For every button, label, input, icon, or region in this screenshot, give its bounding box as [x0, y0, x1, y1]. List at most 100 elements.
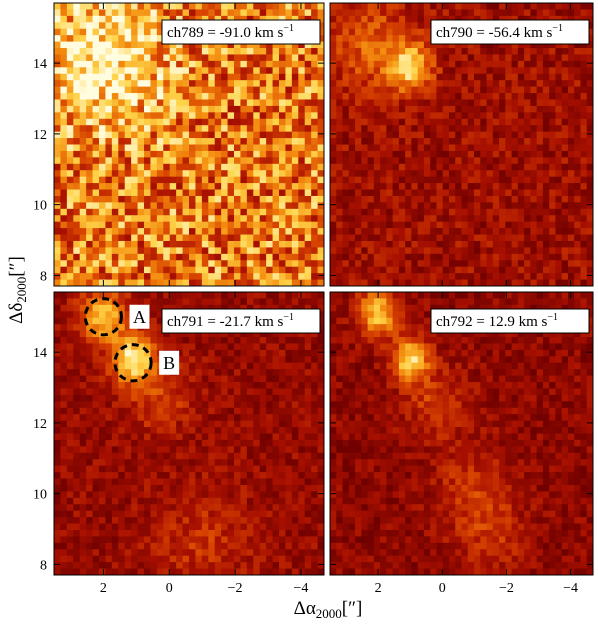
heatmap-cell	[66, 99, 74, 107]
heatmap-cell	[298, 73, 306, 81]
heatmap-cell	[417, 189, 425, 197]
heatmap-cell	[455, 266, 463, 274]
heatmap-cell	[195, 260, 203, 268]
heatmap-cell	[131, 253, 139, 261]
heatmap-cell	[240, 93, 248, 101]
heatmap-cell	[561, 73, 569, 81]
heatmap-cell	[511, 15, 519, 23]
heatmap-cell	[253, 118, 261, 126]
heatmap-cell	[311, 144, 319, 152]
heatmap-cell	[201, 260, 209, 268]
heatmap-cell	[176, 208, 184, 216]
heatmap-cell	[137, 362, 145, 370]
heatmap-cell	[182, 401, 190, 409]
heatmap-cell	[234, 260, 242, 268]
heatmap-cell	[392, 60, 400, 68]
heatmap-cell	[60, 195, 68, 203]
heatmap-cell	[304, 240, 312, 249]
heatmap-cell	[285, 138, 293, 146]
heatmap-cell	[330, 234, 337, 242]
heatmap-cell	[285, 273, 293, 281]
heatmap-cell	[144, 407, 152, 415]
heatmap-cell	[272, 157, 280, 165]
heatmap-cell	[92, 105, 100, 113]
heatmap-cell	[66, 452, 74, 460]
heatmap-cell	[54, 273, 62, 281]
heatmap-cell	[259, 247, 267, 255]
heatmap-cell	[163, 427, 171, 435]
heatmap-cell	[266, 228, 274, 236]
heatmap-cell	[182, 356, 190, 364]
heatmap-cell	[291, 427, 299, 435]
heatmap-cell	[405, 253, 412, 261]
heatmap-cell	[405, 221, 412, 229]
heatmap-cell	[156, 465, 164, 473]
heatmap-cell	[137, 253, 145, 261]
heatmap-cell	[234, 394, 242, 402]
heatmap-cell	[474, 260, 481, 268]
heatmap-cell	[246, 394, 254, 402]
heatmap-cell	[99, 452, 107, 460]
heatmap-cell	[195, 362, 203, 370]
heatmap-cell	[189, 67, 197, 75]
heatmap-cell	[259, 105, 267, 113]
heatmap-cell	[380, 260, 387, 268]
heatmap-cell	[317, 208, 324, 216]
heatmap-cell	[259, 472, 267, 480]
heatmap-cell	[336, 118, 344, 126]
heatmap-cell	[234, 41, 242, 49]
heatmap-cell	[111, 388, 119, 396]
heatmap-cell	[342, 189, 350, 197]
heatmap-cell	[448, 260, 456, 268]
heatmap-cell	[163, 163, 171, 171]
heatmap-cell	[467, 93, 475, 101]
heatmap-cell	[79, 279, 87, 286]
heatmap-cell	[279, 163, 287, 171]
heatmap-cell	[111, 208, 119, 216]
heatmap-cell	[567, 221, 575, 229]
heatmap-cell	[259, 208, 267, 216]
heatmap-cell	[201, 15, 209, 23]
heatmap-cell	[574, 54, 582, 62]
heatmap-cell	[86, 208, 94, 216]
heatmap-cell	[361, 54, 369, 62]
heatmap-cell	[474, 60, 481, 68]
heatmap-cell	[137, 99, 145, 107]
heatmap-cell	[517, 67, 525, 75]
heatmap-cell	[317, 202, 324, 210]
heatmap-cell	[144, 9, 152, 17]
heatmap-cell	[442, 41, 450, 49]
heatmap-cell	[380, 35, 387, 43]
heatmap-cell	[517, 144, 525, 152]
heatmap-cell	[156, 292, 164, 300]
heatmap-cell	[221, 247, 229, 255]
heatmap-cell	[492, 215, 500, 223]
heatmap-cell	[423, 260, 431, 268]
heatmap-cell	[279, 273, 287, 281]
heatmap-cell	[417, 150, 425, 158]
heatmap-cell	[279, 99, 287, 107]
heatmap-cell	[580, 202, 588, 210]
heatmap-cell	[555, 54, 563, 62]
heatmap-cell	[150, 478, 158, 486]
heatmap-cell	[131, 478, 139, 486]
heatmap-cell	[279, 54, 287, 62]
heatmap-cell	[54, 195, 62, 203]
heatmap-cell	[511, 93, 519, 101]
heatmap-cell	[411, 73, 419, 81]
heatmap-cell	[259, 452, 267, 460]
heatmap-cell	[574, 60, 582, 68]
heatmap-cell	[448, 9, 456, 17]
heatmap-cell	[499, 112, 506, 120]
heatmap-cell	[195, 337, 203, 345]
heatmap-cell	[272, 439, 280, 447]
heatmap-cell	[505, 138, 513, 146]
heatmap-cell	[99, 266, 107, 274]
heatmap-cell	[530, 138, 538, 146]
heatmap-cell	[492, 228, 500, 236]
heatmap-cell	[195, 99, 203, 107]
heatmap-cell	[398, 86, 406, 94]
heatmap-cell	[60, 388, 68, 396]
heatmap-cell	[455, 54, 463, 62]
heatmap-cell	[208, 273, 216, 281]
